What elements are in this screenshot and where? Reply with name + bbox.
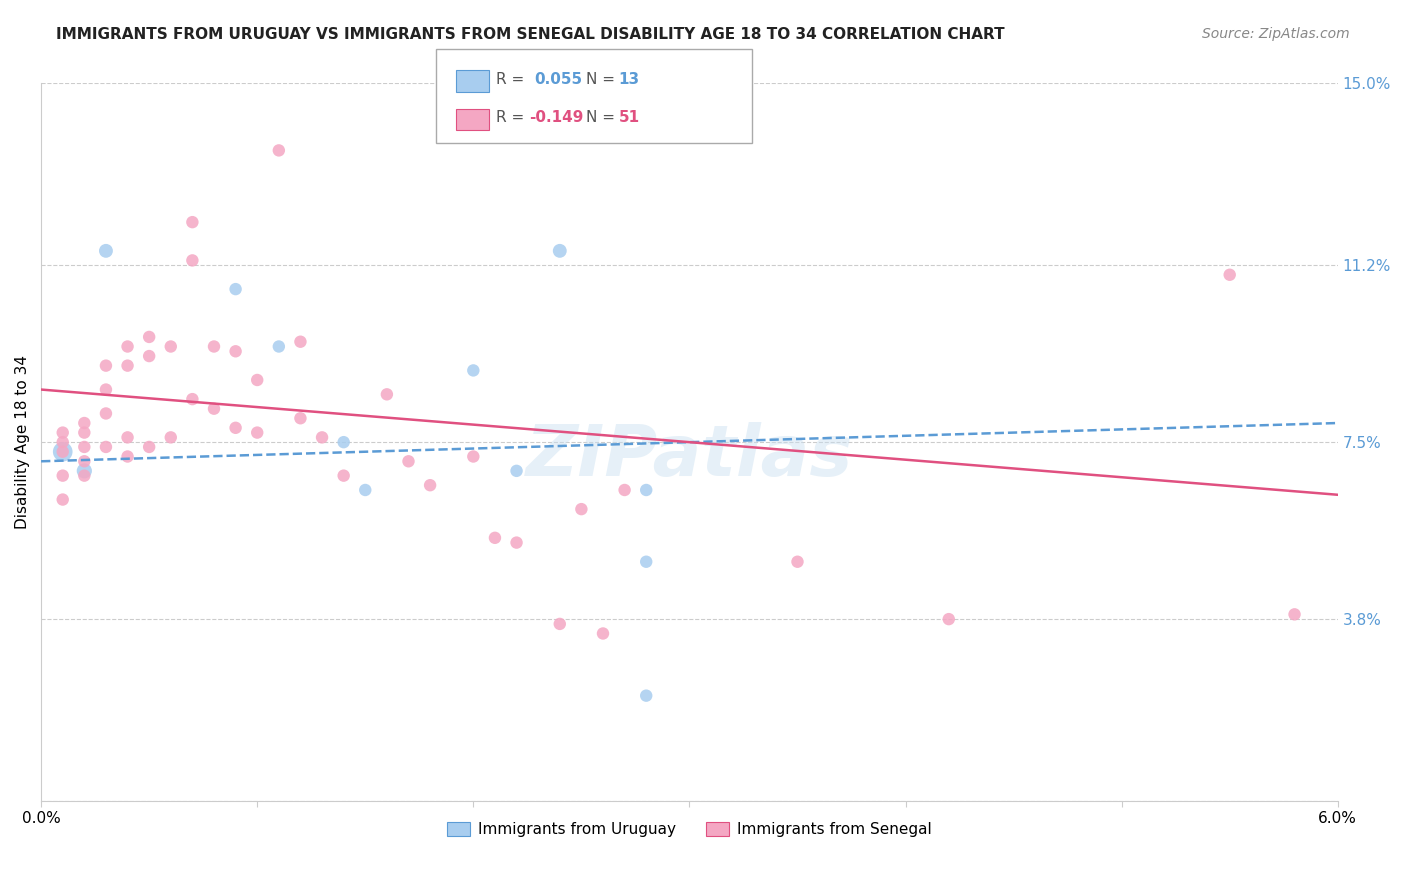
Point (225, 344, 247, 359)
Legend: Immigrants from Uruguay, Immigrants from Senegal: Immigrants from Uruguay, Immigrants from… (441, 816, 938, 844)
Point (202, 401, 225, 416)
Point (94, 407, 117, 421)
Point (463, 363, 485, 377)
Point (636, 689, 658, 703)
Point (636, 483, 658, 497)
Point (117, 359, 139, 373)
Text: IMMIGRANTS FROM URUGUAY VS IMMIGRANTS FROM SENEGAL DISABILITY AGE 18 TO 34 CORRE: IMMIGRANTS FROM URUGUAY VS IMMIGRANTS FR… (56, 27, 1005, 42)
Point (1219, 268, 1241, 282)
Point (505, 464, 527, 478)
Point (592, 626, 614, 640)
Y-axis label: Disability Age 18 to 34: Disability Age 18 to 34 (15, 355, 30, 529)
Point (505, 535, 527, 549)
Point (202, 339, 225, 353)
Text: -0.149: -0.149 (529, 111, 583, 125)
Point (419, 478, 441, 492)
Point (94, 440, 117, 454)
Text: N =: N = (586, 111, 620, 125)
Text: ZIPatlas: ZIPatlas (526, 422, 853, 491)
Point (181, 392, 204, 406)
Point (138, 440, 160, 454)
Point (246, 373, 269, 387)
Point (73, 468, 96, 483)
Point (613, 483, 636, 497)
Point (938, 612, 960, 626)
Point (354, 483, 377, 497)
Text: N =: N = (586, 72, 620, 87)
Point (52, 435, 75, 450)
Point (52, 425, 75, 440)
Point (225, 421, 247, 435)
Point (1284, 607, 1306, 622)
Point (117, 450, 139, 464)
Point (117, 339, 139, 353)
Point (94, 244, 117, 258)
Point (290, 334, 312, 349)
Point (159, 339, 181, 353)
Point (73, 425, 96, 440)
Point (73, 454, 96, 468)
Point (181, 215, 204, 229)
Point (94, 359, 117, 373)
Point (138, 330, 160, 344)
Text: 13: 13 (619, 72, 640, 87)
Point (52, 444, 75, 458)
Point (73, 416, 96, 430)
Point (548, 244, 571, 258)
Point (52, 492, 75, 507)
Point (73, 440, 96, 454)
Point (290, 411, 312, 425)
Point (463, 450, 485, 464)
Text: 51: 51 (619, 111, 640, 125)
Text: R =: R = (496, 72, 530, 87)
Point (94, 383, 117, 397)
Point (571, 502, 593, 516)
Point (246, 425, 269, 440)
Point (311, 430, 333, 444)
Point (159, 430, 181, 444)
Point (73, 464, 96, 478)
Point (52, 444, 75, 458)
Text: 0.055: 0.055 (534, 72, 582, 87)
Point (375, 387, 398, 401)
Point (117, 430, 139, 444)
Point (786, 555, 808, 569)
Point (548, 616, 571, 631)
Point (332, 435, 354, 450)
Point (52, 468, 75, 483)
Point (332, 468, 354, 483)
Point (398, 454, 420, 468)
Point (267, 339, 290, 353)
Point (225, 282, 247, 296)
Point (636, 555, 658, 569)
Point (267, 144, 290, 158)
Text: R =: R = (496, 111, 530, 125)
Point (181, 253, 204, 268)
Point (138, 349, 160, 363)
Text: Source: ZipAtlas.com: Source: ZipAtlas.com (1202, 27, 1350, 41)
Point (484, 531, 506, 545)
